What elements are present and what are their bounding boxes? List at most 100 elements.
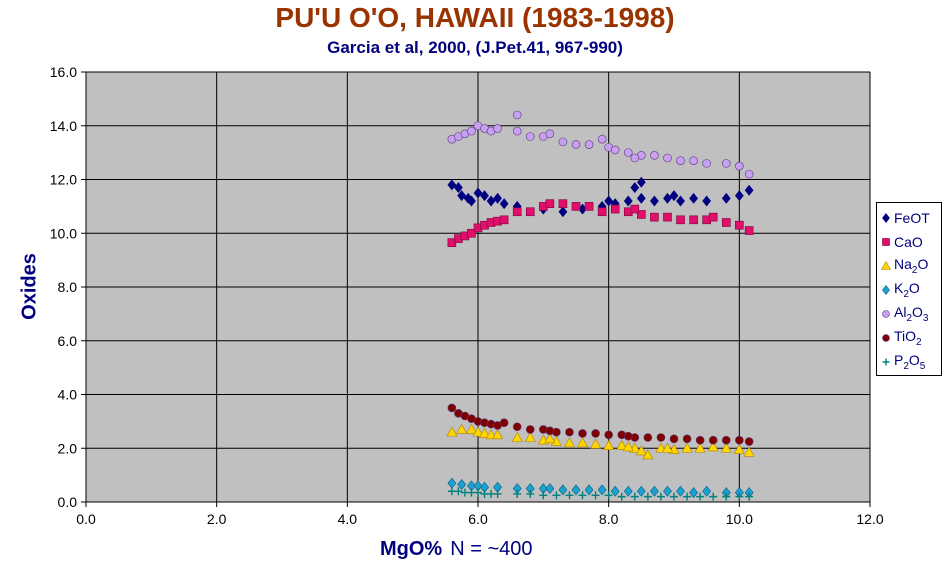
feot-point <box>558 206 568 218</box>
p2o5-point <box>709 492 718 501</box>
tio2-point <box>604 430 613 440</box>
na2o-point <box>524 431 536 442</box>
k2o-point <box>650 485 659 497</box>
legend-label-text: K <box>894 280 904 297</box>
triangle-marker-shape <box>881 261 891 270</box>
p2o5-point <box>552 491 561 500</box>
y-tick-label: 16.0 <box>50 64 77 80</box>
k2o-point <box>558 484 568 496</box>
al2o3-point <box>584 140 594 149</box>
cao-point <box>637 210 646 219</box>
cao-point <box>610 204 620 214</box>
feot-point <box>486 195 496 207</box>
legend-label: P2O5 <box>894 352 925 372</box>
feot-point <box>734 190 744 202</box>
na2o-point <box>590 438 602 449</box>
plus-marker-icon <box>882 358 890 366</box>
p2o5-point <box>539 491 548 500</box>
k2o-point <box>610 485 620 497</box>
na2o-point <box>603 439 615 450</box>
circle-marker-shape <box>882 334 890 342</box>
feot-point <box>702 195 712 207</box>
p2o5-point <box>474 488 482 497</box>
x-tick-label: 8.0 <box>599 511 619 527</box>
legend-label-subscript: 2 <box>916 336 922 348</box>
na2o-point <box>681 442 693 453</box>
y-tick-label: 10.0 <box>50 225 77 241</box>
cao-point <box>512 207 522 217</box>
k2o-point <box>597 484 607 496</box>
legend-label-subscript: 5 <box>919 360 926 372</box>
cao-point <box>721 218 731 227</box>
feot-point <box>454 182 463 194</box>
feot-point <box>689 192 698 204</box>
legend-label-subscript: 2 <box>911 264 918 276</box>
na2o-point <box>544 433 556 444</box>
series-tio2 <box>447 403 754 446</box>
triangle-marker-icon <box>881 261 891 270</box>
na2o-point <box>563 437 575 448</box>
circle-marker-icon <box>882 334 890 342</box>
legend-label-text: P <box>894 352 904 369</box>
y-tick-label: 14.0 <box>50 118 77 134</box>
feot-point <box>447 179 457 191</box>
al2o3-point <box>597 134 607 144</box>
y-tick-label: 6.0 <box>58 333 78 349</box>
feot-point <box>493 192 502 204</box>
p2o5-point <box>617 492 626 501</box>
na2o-point <box>577 437 589 448</box>
p2o5-point <box>670 492 678 501</box>
cao-point <box>663 212 672 222</box>
na2o-point <box>616 439 628 450</box>
al2o3-point <box>744 169 754 179</box>
k2o-point <box>571 484 581 496</box>
p2o5-point <box>643 492 652 501</box>
legend-label: TiO2 <box>894 328 922 348</box>
al2o3-point <box>676 156 685 165</box>
cao-point <box>735 220 744 230</box>
feot-point <box>630 182 640 194</box>
legend-label-subscript: 2 <box>903 288 909 300</box>
feot-point <box>473 187 483 199</box>
feot-point <box>604 195 614 207</box>
p2o5-point <box>683 492 692 501</box>
cao-point <box>499 215 509 225</box>
na2o-point <box>661 442 673 453</box>
legend-label: K2O <box>894 280 920 300</box>
diamond-marker-shape <box>882 285 890 295</box>
k2o-point <box>636 485 646 497</box>
legend-label: Al2O3 <box>894 304 928 324</box>
cao-point <box>558 199 568 208</box>
tio2-point <box>656 433 666 442</box>
y-tick-label: 8.0 <box>58 279 78 295</box>
diamond-marker-icon <box>882 285 890 295</box>
cao-point <box>630 204 640 214</box>
tio2-point <box>565 427 574 437</box>
y-tick-label: 12.0 <box>50 172 77 188</box>
feot-point <box>744 184 754 196</box>
feot-point <box>669 190 679 202</box>
na2o-point <box>446 426 458 437</box>
diamond-marker-shape <box>882 213 890 223</box>
k2o-point <box>702 485 712 497</box>
al2o3-point <box>663 153 672 163</box>
y-tick-label: 4.0 <box>58 387 78 403</box>
al2o3-point <box>650 151 659 160</box>
legend-label-text: O <box>912 304 923 321</box>
al2o3-point <box>571 140 581 149</box>
tio2-point <box>695 435 705 445</box>
legend-label: Na2O <box>894 256 928 276</box>
chart-title: PU'U O'O, HAWAII (1983-1998) <box>275 2 675 33</box>
feot-point <box>457 190 467 202</box>
tio2-point <box>591 429 600 438</box>
tio2-point <box>525 425 535 434</box>
feot-point <box>663 192 672 204</box>
al2o3-point <box>689 156 698 165</box>
series-cao <box>447 199 754 247</box>
tio2-point <box>578 429 587 438</box>
legend-item-cao: CaO <box>877 230 941 254</box>
na2o-point <box>456 423 468 434</box>
series-p2o5 <box>447 487 754 501</box>
na2o-point <box>472 426 484 437</box>
